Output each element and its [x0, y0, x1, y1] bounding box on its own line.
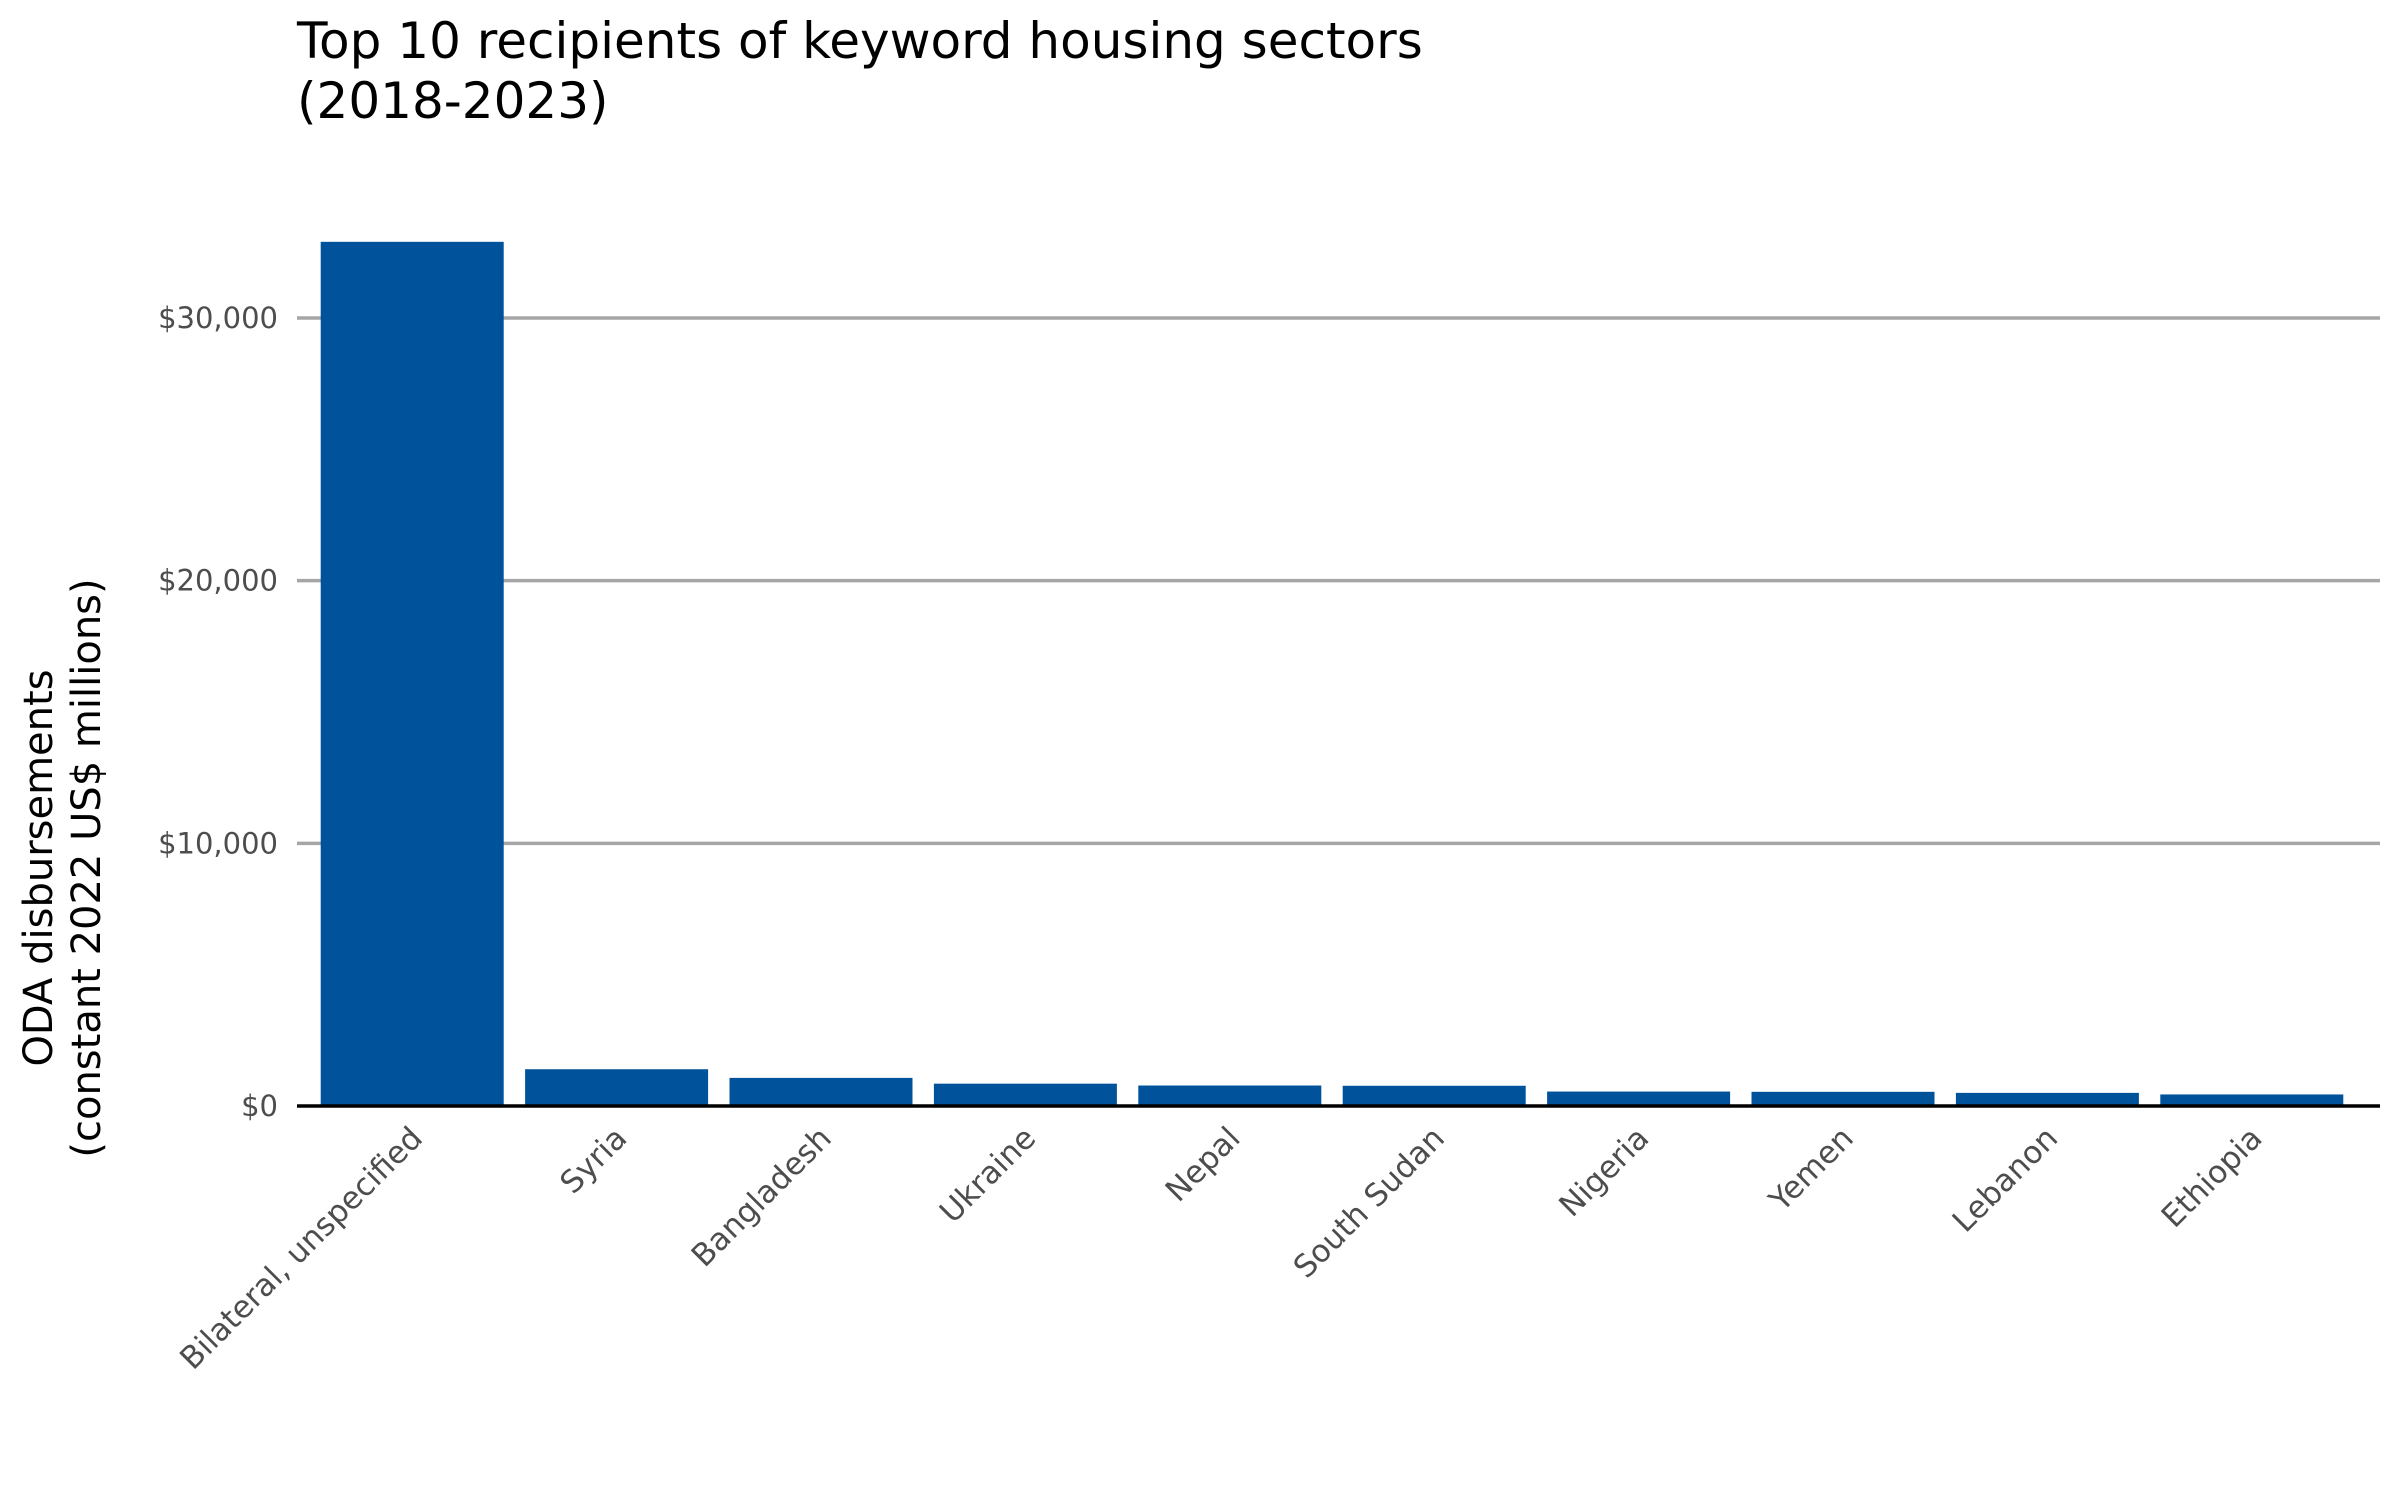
- y-axis-label-units: (constant 2022 US$ millions): [64, 578, 110, 1157]
- bars: [320, 241, 2344, 1106]
- x-tick-label: South Sudan: [1287, 1120, 1452, 1285]
- bar: [1138, 1085, 1322, 1106]
- bar: [320, 241, 504, 1106]
- gridlines: [297, 316, 2380, 846]
- y-tick-label: $0: [241, 1089, 278, 1123]
- bar: [1342, 1085, 1526, 1106]
- x-tick-label: Ukraine: [933, 1120, 1043, 1230]
- x-tick-label: Bangladesh: [685, 1120, 839, 1274]
- x-tick-label: Yemen: [1762, 1120, 1861, 1219]
- y-tick-label: $10,000: [158, 826, 278, 860]
- x-tick-label: Bilateral, unspecified: [173, 1120, 430, 1377]
- x-tick-labels: Bilateral, unspecified Syria Bangladesh Ukr…: [173, 1120, 2269, 1377]
- bar: [729, 1077, 913, 1106]
- x-tick-label: Syria: [553, 1120, 634, 1201]
- x-tick-label: Lebanon: [1946, 1120, 2065, 1239]
- chart-subtitle: (2018-2023): [297, 72, 609, 130]
- x-tick-label: Nigeria: [1552, 1120, 1656, 1224]
- y-axis-label: ODA disbursements: [16, 669, 62, 1066]
- bar: [1955, 1092, 2139, 1106]
- bar: [2160, 1094, 2344, 1106]
- bar: [1547, 1091, 1731, 1106]
- bar: [525, 1069, 709, 1106]
- y-tick-labels: $0 $10,000 $20,000 $30,000: [158, 301, 278, 1123]
- x-tick-label: Nepal: [1159, 1120, 1248, 1209]
- chart-title: Top 10 recipients of keyword housing sec…: [296, 12, 1423, 70]
- y-tick-label: $30,000: [158, 301, 278, 335]
- x-tick-label: Ethiopia: [2155, 1120, 2270, 1235]
- bar: [933, 1083, 1117, 1106]
- y-tick-label: $20,000: [158, 564, 278, 598]
- bar: [1751, 1091, 1935, 1106]
